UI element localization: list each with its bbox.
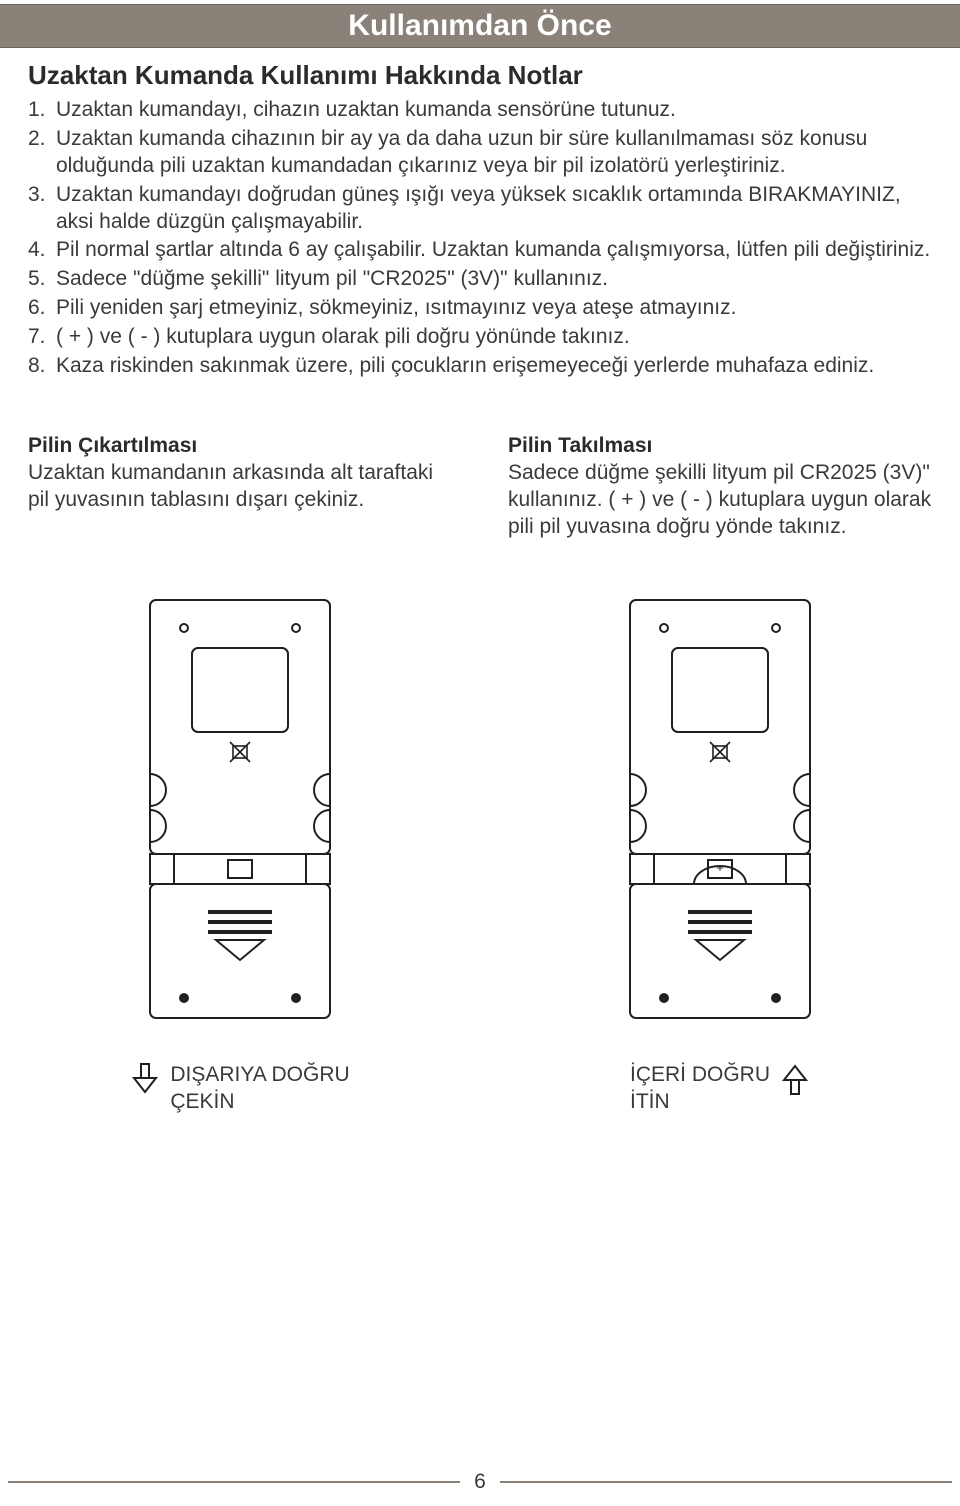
list-text: Sadece "düğme şekilli" lityum pil "CR202… [56, 266, 608, 293]
list-item: 6.Pili yeniden şarj etmeyiniz, sökmeyini… [28, 295, 932, 322]
section-subtitle: Uzaktan Kumanda Kullanımı Hakkında Notla… [28, 60, 932, 91]
arrow-up-icon [780, 1062, 810, 1096]
list-text: Pili yeniden şarj etmeyiniz, sökmeyiniz,… [56, 295, 736, 322]
notes-list: 1.Uzaktan kumandayı, cihazın uzaktan kum… [28, 97, 932, 380]
footer-rule [8, 1481, 460, 1483]
column-title: Pilin Takılması [508, 434, 932, 458]
remote-diagram-remove [130, 594, 350, 1024]
list-item: 5.Sadece "düğme şekilli" lityum pil "CR2… [28, 266, 932, 293]
install-diagram-column: + İÇERİ DOĞRU İTİN [508, 594, 932, 1116]
list-text: Uzaktan kumanda cihazının bir ay ya da d… [56, 126, 932, 180]
list-item: 3.Uzaktan kumandayı doğrudan güneş ışığı… [28, 182, 932, 236]
remove-caption: DIŞARIYA DOĞRU ÇEKİN [130, 1062, 349, 1116]
section-banner: Kullanımdan Önce [0, 4, 960, 48]
list-number: 6. [28, 295, 56, 322]
list-item: 1.Uzaktan kumandayı, cihazın uzaktan kum… [28, 97, 932, 124]
list-number: 5. [28, 266, 56, 293]
footer-rule [500, 1481, 952, 1483]
caption-text: İÇERİ DOĞRU İTİN [630, 1062, 770, 1116]
list-text: Uzaktan kumandayı, cihazın uzaktan kuman… [56, 97, 676, 124]
caption-line: İÇERİ DOĞRU [630, 1062, 770, 1089]
two-column-instructions: Pilin Çıkartılması Uzaktan kumandanın ar… [28, 434, 932, 541]
list-text: ( + ) ve ( - ) kutuplara uygun olarak pi… [56, 324, 630, 351]
list-number: 7. [28, 324, 56, 351]
list-number: 8. [28, 353, 56, 380]
remove-diagram-column: DIŞARIYA DOĞRU ÇEKİN [28, 594, 452, 1116]
caption-line: ÇEKİN [170, 1089, 349, 1116]
list-item: 7.( + ) ve ( - ) kutuplara uygun olarak … [28, 324, 932, 351]
list-item: 4.Pil normal şartlar altında 6 ay çalışa… [28, 237, 932, 264]
list-number: 4. [28, 237, 56, 264]
install-battery-column: Pilin Takılması Sadece düğme şekilli lit… [508, 434, 932, 541]
diagram-row: DIŞARIYA DOĞRU ÇEKİN [0, 594, 960, 1116]
column-text: Sadece düğme şekilli lityum pil CR2025 (… [508, 460, 932, 541]
list-item: 2.Uzaktan kumanda cihazının bir ay ya da… [28, 126, 932, 180]
list-text: Uzaktan kumandayı doğrudan güneş ışığı v… [56, 182, 932, 236]
caption-line: İTİN [630, 1089, 770, 1116]
list-number: 2. [28, 126, 56, 180]
page-footer: 6 [0, 1470, 960, 1494]
arrow-down-icon [130, 1062, 160, 1096]
list-number: 1. [28, 97, 56, 124]
column-text: Uzaktan kumandanın arkasında alt tarafta… [28, 460, 452, 514]
remove-battery-column: Pilin Çıkartılması Uzaktan kumandanın ar… [28, 434, 452, 541]
banner-title: Kullanımdan Önce [348, 9, 611, 43]
list-number: 3. [28, 182, 56, 236]
list-item: 8.Kaza riskinden sakınmak üzere, pili ço… [28, 353, 932, 380]
caption-line: DIŞARIYA DOĞRU [170, 1062, 349, 1089]
list-text: Kaza riskinden sakınmak üzere, pili çocu… [56, 353, 874, 380]
page-number: 6 [474, 1470, 486, 1494]
remote-diagram-install: + [610, 594, 830, 1024]
install-caption: İÇERİ DOĞRU İTİN [630, 1062, 810, 1116]
column-title: Pilin Çıkartılması [28, 434, 452, 458]
svg-text:+: + [716, 861, 723, 875]
list-text: Pil normal şartlar altında 6 ay çalışabi… [56, 237, 930, 264]
caption-text: DIŞARIYA DOĞRU ÇEKİN [170, 1062, 349, 1116]
content-area: Uzaktan Kumanda Kullanımı Hakkında Notla… [0, 48, 960, 540]
